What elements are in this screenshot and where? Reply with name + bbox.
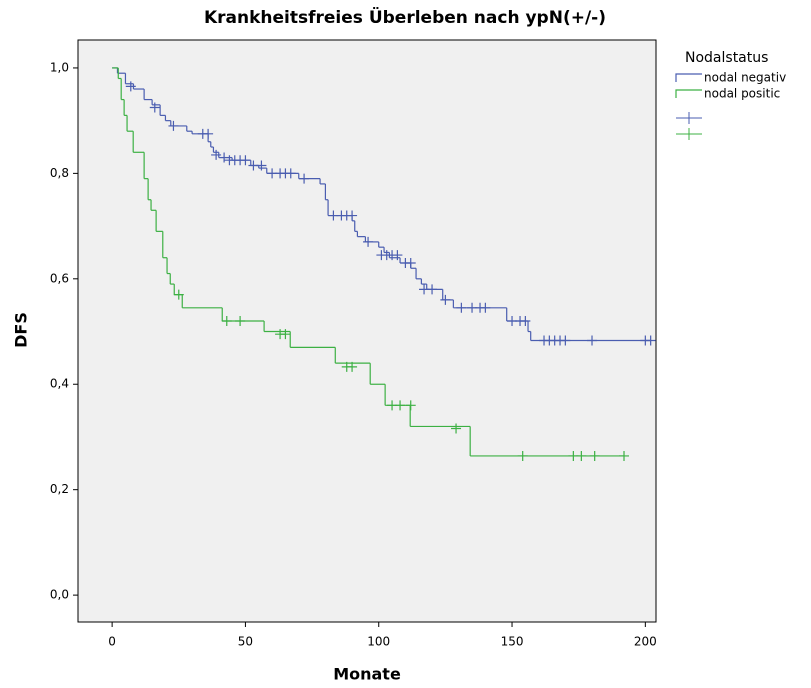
y-tick-label: 0,2 — [50, 482, 69, 496]
censor-mark — [480, 302, 491, 313]
censor-mark — [440, 294, 451, 305]
censor-mark — [280, 329, 291, 340]
x-tick-label: 100 — [367, 635, 390, 649]
censor-mark — [395, 400, 406, 411]
censor-mark — [125, 81, 136, 92]
y-tick-label: 0,4 — [50, 377, 69, 391]
legend-censor-icons — [676, 112, 702, 140]
censor-mark — [427, 284, 438, 295]
chart-title: Krankheitsfreies Überleben nach ypN(+/-) — [204, 6, 606, 28]
y-tick-label: 0,0 — [50, 588, 69, 602]
censor-mark — [219, 152, 230, 163]
censor-mark — [203, 128, 214, 139]
censor-mark — [285, 168, 296, 179]
legend-label: nodal positic — [704, 87, 780, 101]
legend-title: Nodalstatus — [685, 50, 768, 66]
y-tick-label: 0,8 — [50, 166, 69, 180]
censor-mark — [347, 210, 358, 221]
censor-mark — [347, 361, 358, 372]
x-tick-label: 150 — [501, 635, 524, 649]
censor-mark — [517, 450, 528, 461]
legend-line — [675, 89, 702, 98]
censor-mark — [256, 160, 267, 171]
censor-mark — [587, 335, 598, 346]
y-axis-label: DFS — [12, 312, 31, 348]
censor-mark — [576, 450, 587, 461]
censor-mark — [240, 155, 251, 166]
censor-mark — [405, 400, 416, 411]
censor-mark — [173, 289, 184, 300]
censor-mark — [405, 257, 416, 268]
x-axis-label: Monate — [333, 665, 401, 684]
plot-area — [77, 39, 657, 623]
x-tick-label: 200 — [634, 635, 657, 649]
censor-mark — [560, 335, 571, 346]
censor-mark — [619, 450, 630, 461]
censor-mark — [363, 236, 374, 247]
censor-mark — [299, 173, 310, 184]
legend-line — [675, 73, 702, 82]
censor-mark — [520, 315, 531, 326]
censor-mark — [589, 450, 600, 461]
censor-mark — [168, 120, 179, 131]
censor-mark — [211, 149, 222, 160]
censor-mark — [456, 302, 467, 313]
x-tick-label: 50 — [238, 635, 253, 649]
censor-mark — [392, 250, 403, 261]
y-tick-label: 0,6 — [50, 271, 69, 285]
censor-mark — [221, 315, 232, 326]
censor-mark — [645, 335, 656, 346]
censor-mark — [149, 102, 160, 113]
y-tick-label: 1,0 — [50, 60, 69, 74]
legend-label: nodal negativ — [704, 71, 786, 85]
x-tick-label: 0 — [108, 635, 116, 649]
censor-mark — [235, 315, 246, 326]
censor-mark — [451, 423, 462, 434]
